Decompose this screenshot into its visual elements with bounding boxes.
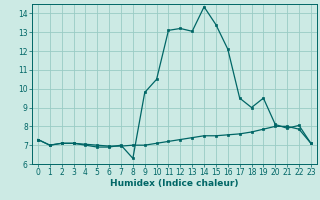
X-axis label: Humidex (Indice chaleur): Humidex (Indice chaleur) xyxy=(110,179,239,188)
